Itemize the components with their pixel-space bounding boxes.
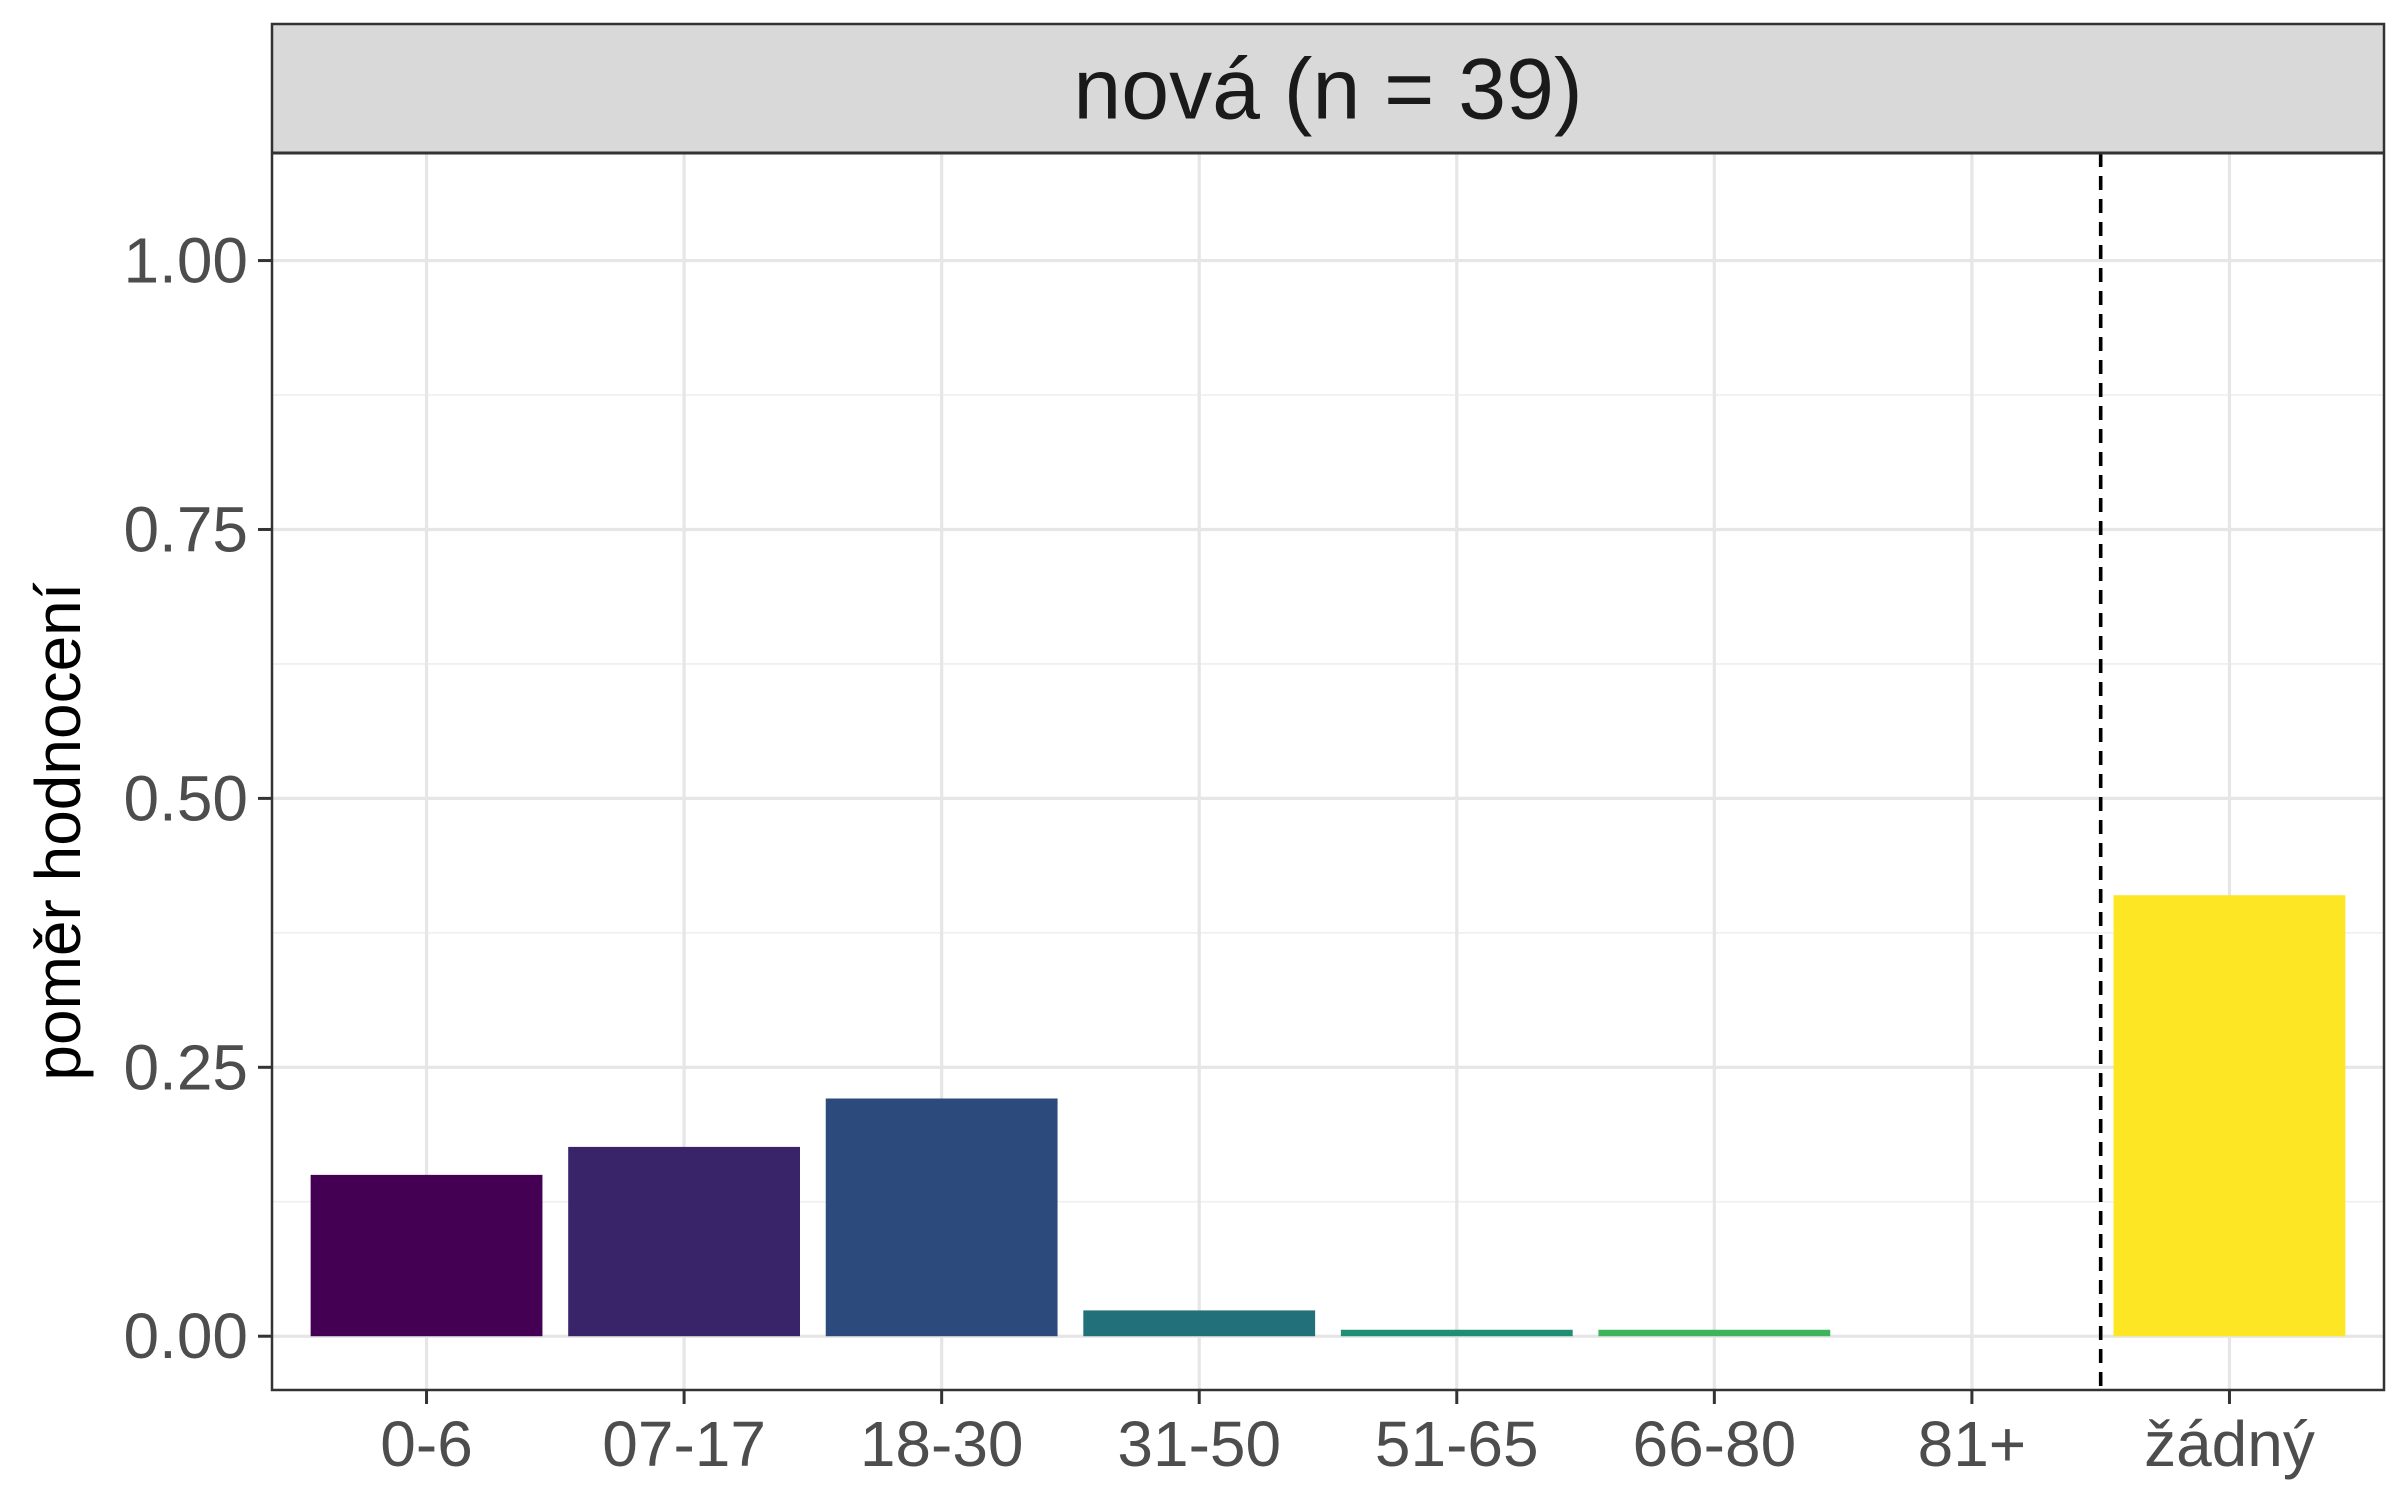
bar-18-30	[825, 1098, 1058, 1337]
x-tick-label: 66-80	[1632, 1408, 1796, 1480]
facet-strip	[272, 24, 2384, 153]
bar-07-17	[568, 1146, 800, 1337]
y-axis-title: poměr hodnocení	[22, 582, 94, 1080]
panel-title: nová (n = 39)	[1073, 42, 1582, 138]
x-tick-label: 18-30	[860, 1408, 1024, 1480]
x-tick-label: 07-17	[602, 1408, 766, 1480]
bar-31-50	[1083, 1310, 1316, 1337]
bar-žádný	[2113, 895, 2346, 1337]
x-tick-label: 0-6	[380, 1408, 473, 1480]
y-tick-label: 0.00	[123, 1300, 248, 1372]
y-tick-label: 1.00	[123, 225, 248, 297]
x-tick-label: 51-65	[1375, 1408, 1539, 1480]
bar-layer	[310, 895, 2346, 1337]
x-tick-label: žádný	[2144, 1408, 2315, 1480]
bar-66-80	[1598, 1329, 1831, 1337]
frame-layer	[270, 22, 2386, 1392]
axis-layer: 0.00 0.25 0.50 0.75 1.00 0-6 07-17 18-30 31-50 51…	[123, 225, 2314, 1480]
x-tick-label: 31-50	[1117, 1408, 1281, 1480]
y-tick-label: 0.50	[123, 762, 248, 834]
y-tick-label: 0.75	[123, 493, 248, 565]
panel-border	[270, 22, 2386, 1392]
y-tick-label: 0.25	[123, 1031, 248, 1103]
bar-0-6	[310, 1174, 543, 1337]
x-tick-label: 81+	[1918, 1408, 2027, 1480]
bar-51-65	[1340, 1329, 1573, 1337]
